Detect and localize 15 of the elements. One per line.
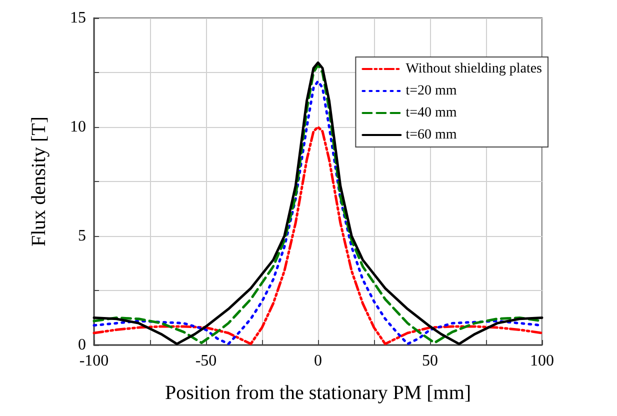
legend-label: Without shielding plates xyxy=(406,62,542,76)
y-axis-title: Flux density [T] xyxy=(28,116,50,246)
legend-label: t=60 mm xyxy=(406,128,457,142)
x-axis-title: Position from the stationary PM [mm] xyxy=(164,382,472,404)
x-tick-label: -50 xyxy=(195,352,217,370)
x-tick-label: -100 xyxy=(79,352,109,370)
x-tick-label: 100 xyxy=(530,352,554,370)
y-tick-label: 10 xyxy=(70,118,86,136)
y-tick-label: 15 xyxy=(70,10,86,26)
x-tick-label: 50 xyxy=(422,352,438,370)
legend-label: t=20 mm xyxy=(406,84,457,98)
legend-label: t=40 mm xyxy=(406,106,457,120)
y-tick-label: 0 xyxy=(78,336,86,354)
x-tick-label: 0 xyxy=(314,352,322,370)
y-tick-label: 5 xyxy=(78,228,86,244)
